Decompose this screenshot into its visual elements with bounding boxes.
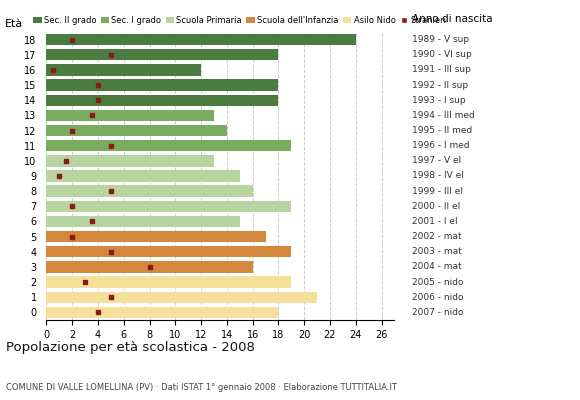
Text: 1998 - IV el: 1998 - IV el (412, 172, 464, 180)
Bar (46, 186, 253, 197)
Bar (46, 49, 278, 60)
Text: 1989 - V sup: 1989 - V sup (412, 35, 469, 44)
Bar (46, 79, 278, 91)
Bar (46, 231, 266, 242)
Bar (46, 307, 278, 318)
Bar (46, 246, 291, 258)
Text: 1990 - VI sup: 1990 - VI sup (412, 50, 472, 59)
Text: Anno di nascita: Anno di nascita (412, 14, 493, 24)
Bar (46, 170, 240, 182)
Text: Età: Età (5, 19, 23, 29)
Text: 2004 - mat: 2004 - mat (412, 262, 462, 272)
Text: 1991 - III sup: 1991 - III sup (412, 65, 471, 74)
Text: 2006 - nido: 2006 - nido (412, 293, 463, 302)
Text: 2002 - mat: 2002 - mat (412, 232, 462, 241)
Bar (46, 155, 214, 166)
Bar (46, 261, 253, 273)
Text: Popolazione per età scolastica - 2008: Popolazione per età scolastica - 2008 (6, 341, 255, 354)
Text: 1997 - V el: 1997 - V el (412, 156, 462, 165)
Bar (46, 140, 291, 151)
Text: 1992 - II sup: 1992 - II sup (412, 80, 468, 90)
Bar (46, 276, 291, 288)
Legend: Sec. II grado, Sec. I grado, Scuola Primaria, Scuola dell'Infanzia, Asilo Nido, : Sec. II grado, Sec. I grado, Scuola Prim… (33, 16, 447, 25)
Text: 1999 - III el: 1999 - III el (412, 187, 463, 196)
Text: 1994 - III med: 1994 - III med (412, 111, 475, 120)
Bar (46, 34, 356, 45)
Bar (46, 94, 278, 106)
Bar (46, 64, 201, 76)
Text: COMUNE DI VALLE LOMELLINA (PV) · Dati ISTAT 1° gennaio 2008 · Elaborazione TUTTI: COMUNE DI VALLE LOMELLINA (PV) · Dati IS… (6, 383, 397, 392)
Bar (46, 125, 227, 136)
Text: 2001 - I el: 2001 - I el (412, 217, 458, 226)
Text: 2005 - nido: 2005 - nido (412, 278, 463, 287)
Text: 1996 - I med: 1996 - I med (412, 141, 470, 150)
Text: 2000 - II el: 2000 - II el (412, 202, 461, 211)
Text: 2007 - nido: 2007 - nido (412, 308, 463, 317)
Text: 2003 - mat: 2003 - mat (412, 247, 462, 256)
Bar (46, 201, 291, 212)
Text: 1995 - II med: 1995 - II med (412, 126, 472, 135)
Bar (46, 292, 317, 303)
Text: 1993 - I sup: 1993 - I sup (412, 96, 466, 105)
Bar (46, 216, 240, 227)
Bar (46, 110, 214, 121)
